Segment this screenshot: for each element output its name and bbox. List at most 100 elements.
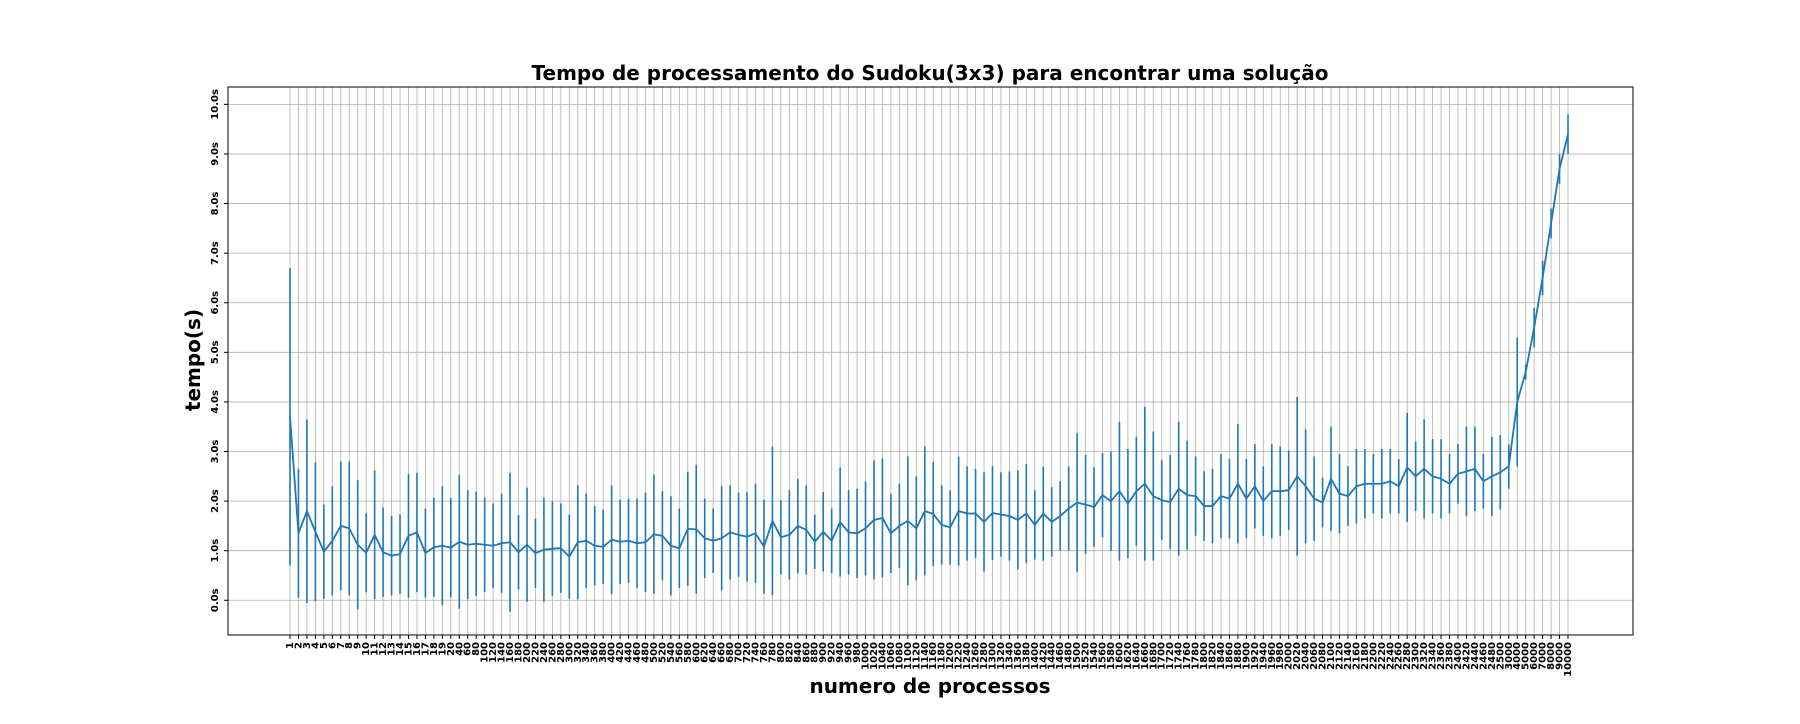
x-tick-label: 1200 xyxy=(945,642,956,670)
x-tick-label: 740 xyxy=(750,642,761,663)
x-tick-label: 780 xyxy=(767,642,778,663)
x-tick-label: 1260 xyxy=(971,642,982,670)
x-tick-label: 1040 xyxy=(877,642,888,670)
x-tick-label: 12 xyxy=(378,642,389,656)
x-tick-label: 900 xyxy=(818,642,829,663)
x-tick-label: 2380 xyxy=(1445,642,1456,670)
x-tick-label: 6 xyxy=(327,642,338,649)
y-tick-label: 8.0s xyxy=(210,192,221,216)
x-tick-label: 940 xyxy=(835,642,846,663)
x-tick-label: 2300 xyxy=(1411,642,1422,670)
y-tick-label: 5.0s xyxy=(210,340,221,364)
y-tick-label: 4.0s xyxy=(210,390,221,414)
x-tick-label: 680 xyxy=(725,642,736,663)
y-tick-label: 9.0s xyxy=(210,142,221,166)
x-tick-label: 2240 xyxy=(1385,642,1396,670)
x-tick-label: 1760 xyxy=(1182,642,1193,670)
y-tick-label: 2.0s xyxy=(210,489,221,513)
x-tick-label: 9 xyxy=(353,642,364,649)
x-tick-label: 1220 xyxy=(954,642,965,670)
x-tick-label: 80 xyxy=(471,642,482,656)
x-tick-label: 2020 xyxy=(1292,642,1303,670)
x-tick-label: 2260 xyxy=(1394,642,1405,670)
x-tick-label: 280 xyxy=(556,642,567,663)
y-tick-label: 0.0s xyxy=(210,588,221,612)
x-tick-label: 1440 xyxy=(1047,642,1058,670)
x-tick-label: 5 xyxy=(319,642,330,649)
grid-layer xyxy=(228,87,1633,635)
x-tick-label: 4 xyxy=(310,642,321,649)
x-tick-label: 2040 xyxy=(1301,642,1312,670)
series-line xyxy=(289,133,1569,558)
y-axis-ticks: 0.0s 1.0s 2.0s 3.0s 4.0s 5.0s 6.0s 7.0s 8.0s 9.0s… xyxy=(210,89,228,612)
x-tick-label: 2160 xyxy=(1351,642,1362,670)
x-tick-label: 7 xyxy=(336,642,347,649)
x-tick-label: 520 xyxy=(657,642,668,663)
x-tick-label: 260 xyxy=(547,642,558,663)
x-tick-label: 11 xyxy=(370,642,381,656)
y-tick-label: 1.0s xyxy=(210,539,221,563)
x-tick-label: 4000 xyxy=(1512,642,1523,670)
x-tick-label: 1160 xyxy=(928,642,939,670)
x-tick-label: 640 xyxy=(708,642,719,663)
x-tick-label: 760 xyxy=(759,642,770,663)
x-tick-label: 360 xyxy=(590,642,601,663)
x-tick-label: 500 xyxy=(649,642,660,663)
x-tick-label: 240 xyxy=(539,642,550,663)
x-tick-label: 140 xyxy=(497,642,508,663)
x-tick-label: 2400 xyxy=(1453,642,1464,670)
x-tick-label: 880 xyxy=(810,642,821,663)
x-tick-label: 1540 xyxy=(1089,642,1100,670)
x-tick-label: 1640 xyxy=(1131,642,1142,670)
x-tick-label: 720 xyxy=(742,642,753,663)
x-tick-label: 700 xyxy=(734,642,745,663)
x-tick-label: 100 xyxy=(480,642,491,663)
x-tick-label: 460 xyxy=(632,642,643,663)
x-tick-label: 2420 xyxy=(1461,642,1472,670)
x-tick-label: 1320 xyxy=(996,642,1007,670)
x-tick-label: 2100 xyxy=(1326,642,1337,670)
x-tick-label: 2440 xyxy=(1470,642,1481,670)
x-tick-label: 1080 xyxy=(894,642,905,670)
x-tick-label: 1500 xyxy=(1072,642,1083,670)
x-tick-label: 2340 xyxy=(1428,642,1439,670)
x-tick-label: 8000 xyxy=(1546,642,1557,670)
x-tick-label: 1480 xyxy=(1064,642,1075,670)
x-tick-label: 1860 xyxy=(1224,642,1235,670)
x-tick-label: 420 xyxy=(615,642,626,663)
x-tick-label: 2060 xyxy=(1309,642,1320,670)
x-tick-label: 9000 xyxy=(1555,642,1566,670)
x-tick-label: 580 xyxy=(683,642,694,663)
x-tick-label: 800 xyxy=(776,642,787,663)
x-tick-label: 10000 xyxy=(1563,642,1574,677)
x-tick-label: 1300 xyxy=(987,642,998,670)
x-tick-label: 120 xyxy=(488,642,499,663)
x-tick-label: 40 xyxy=(454,642,465,656)
x-tick-label: 2200 xyxy=(1368,642,1379,670)
x-tick-label: 1720 xyxy=(1165,642,1176,670)
x-tick-label: 600 xyxy=(691,642,702,663)
y-axis-label: tempo(s) xyxy=(181,309,205,411)
x-tick-label: 1840 xyxy=(1216,642,1227,670)
x-tick-label: 860 xyxy=(801,642,812,663)
x-tick-label: 1980 xyxy=(1275,642,1286,670)
x-tick-label: 220 xyxy=(530,642,541,663)
x-tick-label: 1420 xyxy=(1038,642,1049,670)
x-tick-label: 1120 xyxy=(911,642,922,670)
x-tick-label: 20 xyxy=(446,642,457,656)
x-tick-label: 1240 xyxy=(962,642,973,670)
x-tick-label: 1900 xyxy=(1241,642,1252,670)
x-tick-label: 1280 xyxy=(979,642,990,670)
x-tick-label: 200 xyxy=(522,642,533,663)
x-tick-label: 1180 xyxy=(937,642,948,670)
x-tick-label: 1780 xyxy=(1191,642,1202,670)
x-tick-label: 60 xyxy=(463,642,474,656)
x-tick-label: 840 xyxy=(793,642,804,663)
x-tick-label: 1340 xyxy=(1004,642,1015,670)
x-tick-label: 2 xyxy=(293,642,304,649)
x-tick-label: 2120 xyxy=(1334,642,1345,670)
x-tick-label: 8 xyxy=(344,642,355,649)
x-tick-label: 3000 xyxy=(1504,642,1515,670)
